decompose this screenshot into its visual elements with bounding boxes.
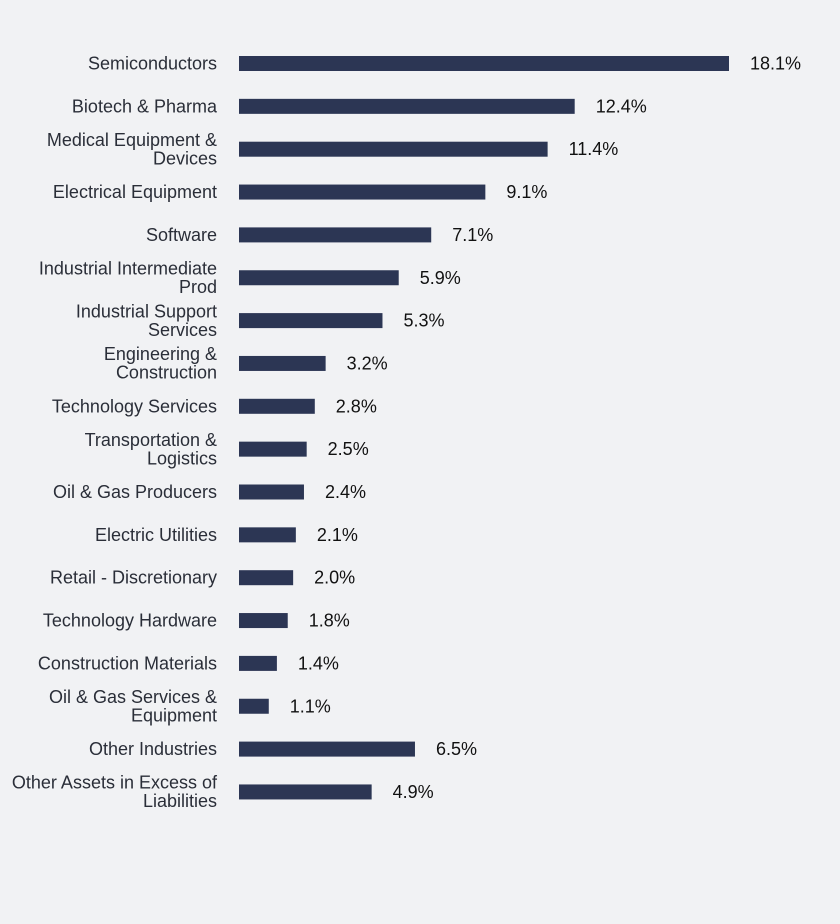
bar xyxy=(239,570,294,586)
bar xyxy=(239,355,326,371)
value-label: 4.9% xyxy=(393,782,434,802)
category-label-line: Electric Utilities xyxy=(95,525,217,545)
category-label: Technology Services xyxy=(52,396,217,416)
category-label: Technology Hardware xyxy=(43,611,217,631)
value-label: 18.1% xyxy=(750,54,801,74)
category-label-line: Construction xyxy=(116,363,217,383)
bar xyxy=(239,398,315,414)
value-label: 2.5% xyxy=(328,439,369,459)
category-label-line: Other Industries xyxy=(89,739,217,759)
value-label: 2.0% xyxy=(314,568,355,588)
category-label: Oil & Gas Producers xyxy=(53,482,217,502)
category-label-line: Electrical Equipment xyxy=(53,182,217,202)
value-label: 7.1% xyxy=(452,225,493,245)
value-label: 9.1% xyxy=(506,182,547,202)
category-label: Electric Utilities xyxy=(95,525,217,545)
category-label: Construction Materials xyxy=(38,653,217,673)
bar xyxy=(239,227,432,243)
value-label: 2.8% xyxy=(336,396,377,416)
category-label-line: Engineering & xyxy=(104,344,217,364)
value-label: 5.3% xyxy=(403,311,444,331)
category-label-line: Oil & Gas Services & xyxy=(49,687,217,707)
category-label: Medical Equipment & Devices xyxy=(47,130,217,169)
bar xyxy=(239,527,296,543)
category-label: Oil & Gas Services & Equipment xyxy=(49,687,217,726)
value-label: 2.1% xyxy=(317,525,358,545)
category-label-line: Construction Materials xyxy=(38,653,217,673)
category-label: Transportation & Logistics xyxy=(85,430,217,469)
bar xyxy=(239,313,383,329)
bar xyxy=(239,741,415,757)
category-label-line: Logistics xyxy=(147,448,217,468)
bar xyxy=(239,484,304,500)
category-label-line: Technology Hardware xyxy=(43,611,217,631)
category-label: Biotech & Pharma xyxy=(72,96,218,116)
bar xyxy=(239,655,277,671)
category-label: Engineering & Construction xyxy=(104,344,217,383)
value-label: 1.4% xyxy=(298,653,339,673)
value-label: 1.1% xyxy=(290,696,331,716)
category-label: Other Industries xyxy=(89,739,217,759)
category-label-line: Industrial Support xyxy=(76,301,217,321)
category-label: Electrical Equipment xyxy=(53,182,217,202)
category-label-line: Liabilities xyxy=(143,791,217,811)
category-label: Retail - Discretionary xyxy=(50,568,217,588)
bar xyxy=(239,270,399,286)
category-label-line: Industrial Intermediate xyxy=(39,259,217,279)
bar xyxy=(239,784,372,800)
category-label: Industrial Support Services xyxy=(76,301,217,340)
value-label: 11.4% xyxy=(569,139,619,159)
category-label-line: Equipment xyxy=(131,706,217,726)
category-label: Other Assets in Excess of Liabilities xyxy=(12,773,218,812)
value-label: 1.8% xyxy=(309,611,350,631)
bar xyxy=(239,613,288,629)
bar xyxy=(239,141,548,157)
value-label: 6.5% xyxy=(436,739,477,759)
category-label: Software xyxy=(146,225,217,245)
category-label-line: Retail - Discretionary xyxy=(50,568,217,588)
category-label-line: Medical Equipment & xyxy=(47,130,217,150)
category-label-line: Semiconductors xyxy=(88,54,217,74)
category-label-line: Other Assets in Excess of xyxy=(12,773,218,793)
bar xyxy=(239,56,729,71)
bar xyxy=(239,98,575,114)
value-label: 2.4% xyxy=(325,482,366,502)
category-label-line: Biotech & Pharma xyxy=(72,96,218,116)
category-label-line: Services xyxy=(148,320,217,340)
category-label-line: Transportation & xyxy=(85,430,217,450)
category-label-line: Software xyxy=(146,225,217,245)
bar xyxy=(239,698,269,714)
value-label: 5.9% xyxy=(420,268,461,288)
bar xyxy=(239,441,307,457)
category-label-line: Devices xyxy=(153,148,217,168)
category-label: Industrial Intermediate Prod xyxy=(39,259,217,298)
value-label: 12.4% xyxy=(596,96,647,116)
category-label-line: Oil & Gas Producers xyxy=(53,482,217,502)
bar xyxy=(239,184,486,200)
value-label: 3.2% xyxy=(347,353,388,373)
category-label: Semiconductors xyxy=(88,54,217,74)
category-label-line: Technology Services xyxy=(52,396,217,416)
category-label-line: Prod xyxy=(179,277,217,297)
